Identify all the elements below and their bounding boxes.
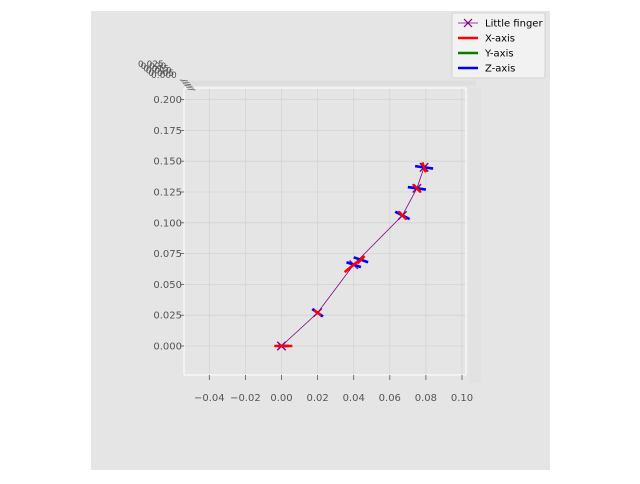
z-tick-label: 0.025	[138, 60, 164, 70]
y-tick-label: 0.050	[153, 280, 182, 291]
grid	[184, 88, 466, 375]
frame-axes	[274, 161, 434, 348]
x-tick-label: 0.10	[451, 393, 473, 404]
z-tick-label: 0.010	[146, 67, 172, 77]
y-axis: 0.000 0.025 0.050 0.075 0.100 0.125 0.150 0.175…	[153, 95, 184, 353]
frame-x-axis-segment	[397, 210, 407, 221]
frame-x-axis-segment	[313, 309, 322, 317]
z-tick	[187, 88, 196, 91]
x-tick-label: 0.08	[415, 393, 437, 404]
z-tick-label: 0.005	[148, 69, 174, 79]
legend-label: Y-axis	[484, 49, 514, 60]
legend-label: X-axis	[485, 34, 515, 45]
y-tick-label: 0.200	[153, 95, 182, 106]
frame-x-axis-segment	[412, 183, 422, 193]
x-axis: −0.04 −0.02 0.00 0.02 0.04 0.06 0.08 0.10	[194, 375, 473, 404]
y-tick-label: 0.175	[153, 126, 182, 137]
x-tick-label: −0.04	[194, 393, 225, 404]
z-tick-label: 0.000	[151, 71, 177, 81]
z-tick-label: 0.015	[143, 64, 169, 74]
frame-x-axis-segment	[356, 255, 366, 265]
x-tick-label: 0.06	[379, 393, 401, 404]
y-tick-label: 0.075	[153, 249, 182, 260]
pane-edges	[183, 80, 481, 383]
y-tick-label: 0.150	[153, 157, 182, 168]
x-tick-label: 0.00	[270, 393, 292, 404]
series-line	[281, 167, 425, 347]
z-tick-label: 0.020	[141, 62, 167, 72]
z-tick	[179, 79, 189, 82]
legend-label: Little finger	[485, 19, 543, 30]
y-tick-label: 0.000	[153, 342, 182, 353]
legend: Little finger X-axis Y-axis Z-axis	[451, 12, 546, 79]
legend-label: Z-axis	[485, 64, 515, 75]
y-tick-label: 0.100	[153, 218, 182, 229]
z-tick	[182, 83, 192, 85]
x-tick-label: 0.02	[306, 393, 328, 404]
z-tick	[181, 81, 190, 84]
z-tick	[184, 85, 193, 87]
y-tick-label: 0.125	[153, 188, 182, 199]
frame-x-axis-segment	[421, 161, 428, 173]
z-tick	[185, 86, 195, 89]
legend-handle-little-finger	[458, 18, 478, 28]
y-tick-label: 0.025	[153, 311, 182, 322]
x-tick-label: 0.04	[343, 393, 365, 404]
legend-box	[451, 12, 546, 79]
x-tick-label: −0.02	[230, 393, 261, 404]
